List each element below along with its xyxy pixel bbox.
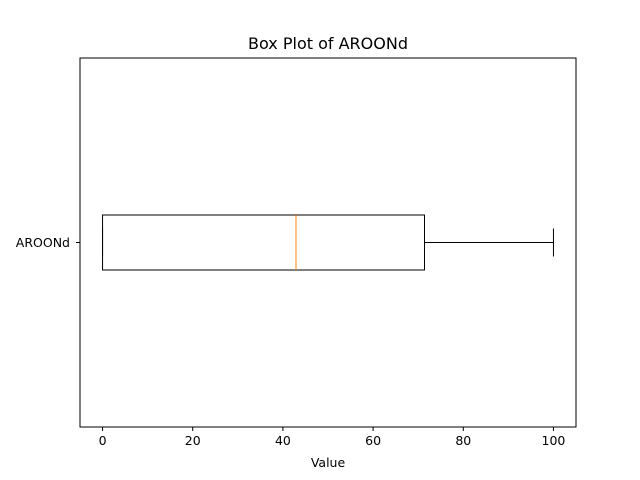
- x-tick-label: 40: [275, 433, 291, 448]
- x-tick-label: 100: [542, 433, 566, 448]
- x-tick-label: 0: [99, 433, 107, 448]
- y-axis-ticks: AROONd: [16, 235, 80, 250]
- chart-title: Box Plot of AROONd: [248, 34, 408, 53]
- box-group: [102, 214, 554, 271]
- x-tick-label: 60: [365, 433, 381, 448]
- x-tick-label: 20: [185, 433, 201, 448]
- plot-area: [102, 214, 554, 271]
- x-tick-label: 80: [455, 433, 471, 448]
- x-axis-label: Value: [311, 455, 346, 470]
- x-axis-ticks: 0 20 40 60 80 100: [99, 427, 566, 448]
- y-tick-label: AROONd: [16, 235, 70, 250]
